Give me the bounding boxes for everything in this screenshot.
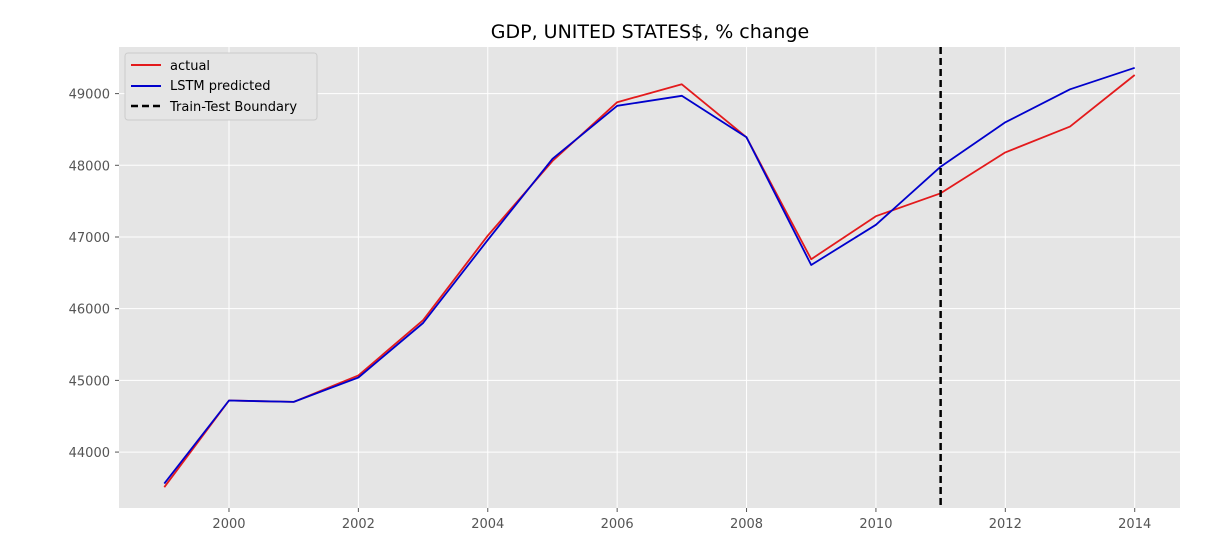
y-tick-label: 47000 [69, 231, 110, 246]
x-tick-label: 2002 [342, 517, 375, 532]
y-tick-label: 49000 [69, 88, 110, 103]
y-tick-label: 45000 [69, 374, 110, 389]
x-tick-label: 2006 [601, 517, 634, 532]
x-tick-label: 2014 [1118, 517, 1151, 532]
legend-box [124, 52, 318, 121]
x-tick-label: 2004 [471, 517, 504, 532]
series-line-actual [163, 74, 1136, 488]
x-tick-label: 2008 [730, 517, 763, 532]
y-axis: 44000 45000 46000 47000 48000 49000 [69, 88, 119, 461]
legend-label-boundary: Train-Test Boundary [169, 100, 297, 115]
legend-label-lstm: LSTM predicted [170, 79, 270, 94]
y-tick-label: 44000 [69, 446, 110, 461]
series-line-lstm-predicted [163, 66, 1135, 485]
legend: actual LSTM predicted Train-Test Boundar… [124, 52, 318, 121]
x-tick-label: 2012 [989, 517, 1022, 532]
x-tick-label: 2000 [212, 517, 245, 532]
legend-label-actual: actual [170, 59, 210, 74]
y-tick-label: 46000 [69, 303, 110, 318]
x-tick-label: 2010 [859, 517, 892, 532]
x-axis: 2000 2002 2004 2006 2008 2010 2012 2014 [212, 508, 1151, 532]
y-tick-label: 48000 [69, 159, 110, 174]
series-layer [163, 47, 1136, 508]
chart-title: GDP, UNITED STATES$, % change [491, 21, 809, 43]
